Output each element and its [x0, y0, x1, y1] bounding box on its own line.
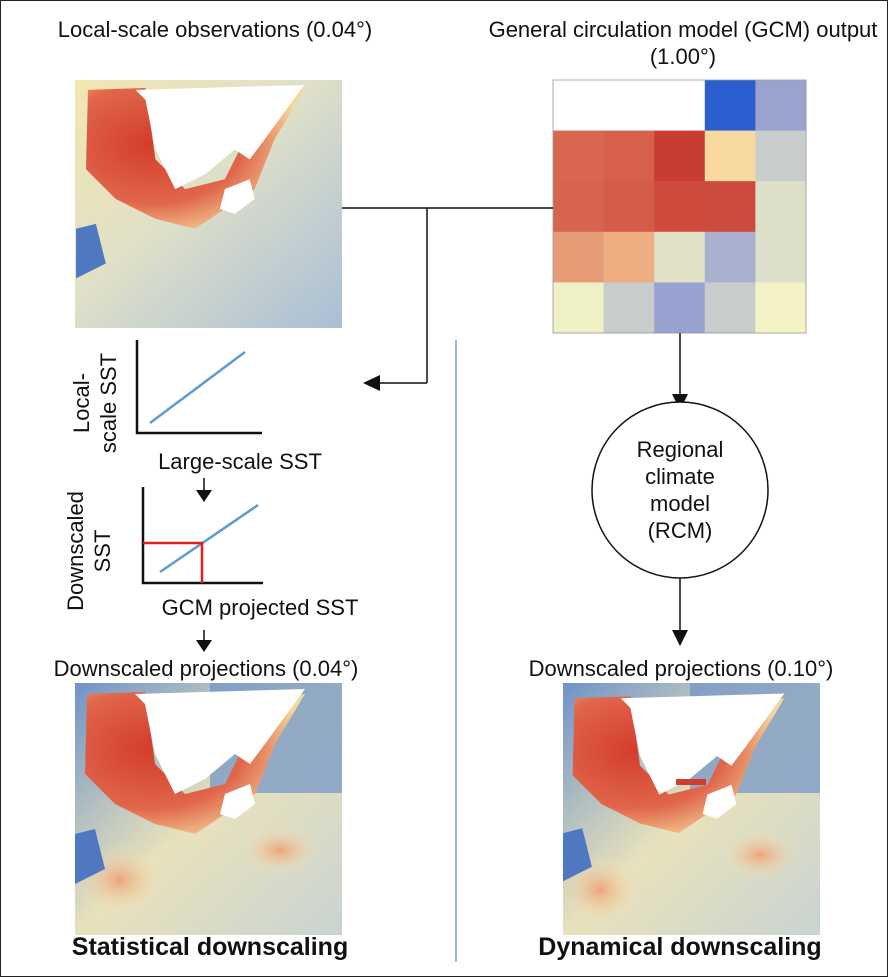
gcm-cell — [603, 130, 655, 182]
observation-map — [75, 80, 342, 328]
gcm-cell — [603, 282, 655, 334]
gcm-cell — [704, 282, 756, 334]
projection-plot — [141, 487, 263, 585]
y-axis-label: Local-scale SST — [69, 352, 121, 454]
gcm-cell — [755, 282, 807, 334]
gcm-cell — [603, 231, 655, 283]
gcm-grid — [552, 79, 807, 334]
x-axis-label: GCM projected SST — [161, 595, 359, 620]
dynamical-map — [560, 683, 820, 935]
gcm-title: General circulation model (GCM) output (… — [488, 17, 878, 69]
gcm-cell — [704, 130, 756, 182]
gcm-cell — [755, 130, 807, 182]
gcm-cell — [553, 130, 605, 182]
connectors — [203, 207, 681, 642]
gcm-cell — [553, 282, 605, 334]
statistical-map — [75, 683, 342, 935]
dynamical-method: Dynamical downscaling — [538, 933, 822, 961]
gcm-cell — [654, 80, 706, 132]
arrowheads — [196, 375, 688, 652]
gcm-cell — [553, 181, 605, 233]
dynamical-output-title: Downscaled projections (0.10°) — [528, 656, 834, 681]
gcm-cell — [704, 231, 756, 283]
gcm-cell — [755, 231, 807, 283]
gcm-cell — [553, 80, 605, 132]
gcm-cell — [755, 80, 807, 132]
gcm-cell — [654, 130, 706, 182]
gcm-cell — [704, 80, 756, 132]
gcm-cell — [755, 181, 807, 233]
regression-plot — [135, 340, 262, 435]
y-axis-label: Downscaled SST — [63, 491, 115, 611]
statistical-output-title: Downscaled projections (0.04°) — [53, 656, 359, 681]
gcm-cell — [553, 231, 605, 283]
observations-title: Local-scale observations (0.04°) — [57, 17, 373, 42]
x-axis-label: Large-scale SST — [158, 449, 322, 474]
rcm-label: Regional climate model (RCM) — [636, 437, 724, 543]
gcm-cell — [654, 231, 706, 283]
gcm-cell — [704, 181, 756, 233]
gcm-cell — [603, 181, 655, 233]
gcm-cell — [654, 181, 706, 233]
gcm-cell — [654, 282, 706, 334]
rcm-circle — [591, 401, 769, 579]
statistical-method: Statistical downscaling — [71, 933, 349, 961]
gcm-cell — [603, 80, 655, 132]
